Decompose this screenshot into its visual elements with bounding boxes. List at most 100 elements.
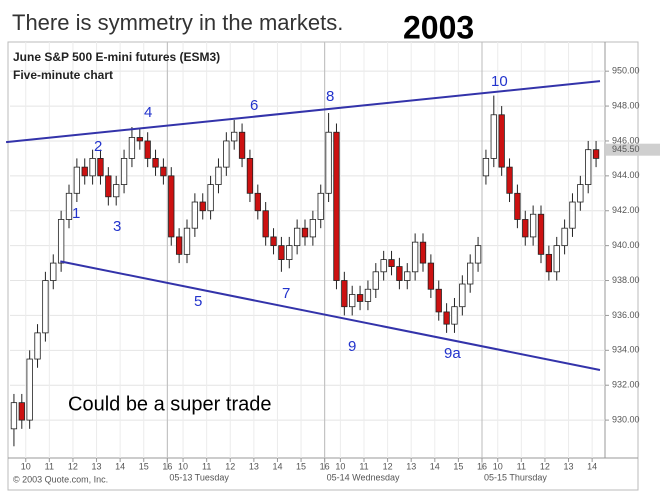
last-price-label: 945.50 (612, 144, 640, 154)
candle-body (301, 227, 309, 238)
candle-body (160, 166, 167, 177)
candle-body (419, 241, 427, 264)
candle-body (537, 213, 545, 255)
candle-body (380, 259, 387, 273)
candle-body (223, 140, 230, 168)
candle-body (553, 245, 560, 273)
day-label: 05-15 Thursday (484, 472, 547, 482)
candle-body (144, 140, 151, 159)
candle-body (81, 166, 88, 177)
candle-body (459, 283, 466, 308)
y-tick-label: 934.00 (612, 345, 640, 355)
last-price-box (606, 143, 660, 156)
day-label: 05-13 Tuesday (169, 472, 229, 482)
candle-body (89, 158, 96, 177)
candle-body (183, 227, 191, 255)
candle-body (199, 201, 206, 212)
x-tick-label: 13 (406, 461, 416, 471)
candle-body (529, 213, 537, 238)
candle-body (254, 192, 261, 212)
x-tick-label: 15 (139, 461, 149, 471)
point-label: 5 (194, 293, 202, 310)
candle-body (207, 184, 214, 212)
candle-body (427, 262, 435, 290)
y-tick-label: 946.00 (612, 135, 640, 145)
candle-body (585, 149, 592, 185)
candle-body (231, 131, 238, 142)
x-tick-label: 14 (115, 461, 125, 471)
x-tick-label: 12 (225, 461, 235, 471)
copyright: © 2003 Quote.com, Inc. (13, 474, 108, 484)
x-tick-label: 12 (383, 461, 393, 471)
candle-body (34, 332, 41, 360)
x-tick-label: 11 (202, 461, 211, 471)
candle-body (396, 266, 403, 281)
x-tick-label: 11 (359, 461, 368, 471)
candle-body (50, 262, 57, 281)
candle-body (341, 280, 348, 308)
y-tick-label: 932.00 (612, 380, 640, 390)
candle-body (262, 210, 269, 238)
trendline (5, 80, 601, 144)
candle-body (10, 402, 18, 430)
candle-body (435, 288, 442, 313)
x-tick-label: 13 (92, 461, 102, 471)
candle-body (286, 245, 293, 260)
point-label: 9a (444, 345, 461, 362)
chart-subtitle: Five-minute chart (13, 68, 113, 82)
candle-body (545, 253, 553, 273)
chart-subtitle: June S&P 500 E-mini futures (ESM3) (13, 50, 220, 64)
x-tick-label: 10 (335, 461, 345, 471)
x-tick-label: 16 (162, 461, 172, 471)
x-tick-label: 13 (564, 461, 574, 471)
annotation: Could be a super trade (68, 393, 271, 415)
candle-body (388, 259, 395, 267)
candle-body (65, 192, 73, 220)
candle-body (443, 311, 450, 325)
x-tick-label: 10 (493, 461, 503, 471)
candle-body (451, 306, 458, 325)
candle-body (18, 402, 25, 421)
candle-body (522, 219, 529, 238)
candle-body (372, 271, 379, 290)
candle-body (467, 262, 474, 285)
candle-body (42, 280, 49, 334)
candle-body (514, 192, 521, 220)
point-label: 10 (491, 73, 508, 90)
x-tick-label: 12 (540, 461, 550, 471)
y-tick-label: 948.00 (612, 100, 640, 110)
x-tick-label: 14 (430, 461, 440, 471)
candle-body (404, 271, 411, 281)
day-label: 05-14 Wednesday (327, 472, 400, 482)
candle-body (57, 219, 65, 264)
candle-body (136, 137, 143, 142)
candle-body (246, 158, 254, 194)
x-tick-label: 10 (178, 461, 188, 471)
x-tick-label: 11 (517, 461, 526, 471)
candle-body (128, 137, 136, 159)
candle-body (152, 158, 159, 168)
point-label: 8 (326, 88, 334, 105)
candle-body (120, 158, 128, 185)
y-tick-label: 942.00 (612, 205, 640, 215)
candle-body (73, 166, 81, 194)
y-tick-label: 950.00 (612, 66, 640, 76)
candle-body (215, 166, 222, 185)
x-tick-label: 14 (272, 461, 282, 471)
x-tick-label: 13 (249, 461, 259, 471)
candle-body (278, 245, 285, 260)
candle-body (490, 114, 497, 159)
y-tick-label: 940.00 (612, 240, 640, 250)
x-tick-label: 11 (45, 461, 54, 471)
candle-body (293, 227, 301, 247)
candle-body (364, 288, 372, 302)
x-tick-label: 12 (68, 461, 78, 471)
candle-body (325, 131, 332, 194)
point-label: 4 (144, 104, 152, 121)
candle-body (105, 175, 112, 198)
x-tick-label: 10 (21, 461, 31, 471)
candle-body (561, 227, 568, 247)
candle-body (592, 149, 600, 159)
point-label: 2 (94, 138, 102, 155)
